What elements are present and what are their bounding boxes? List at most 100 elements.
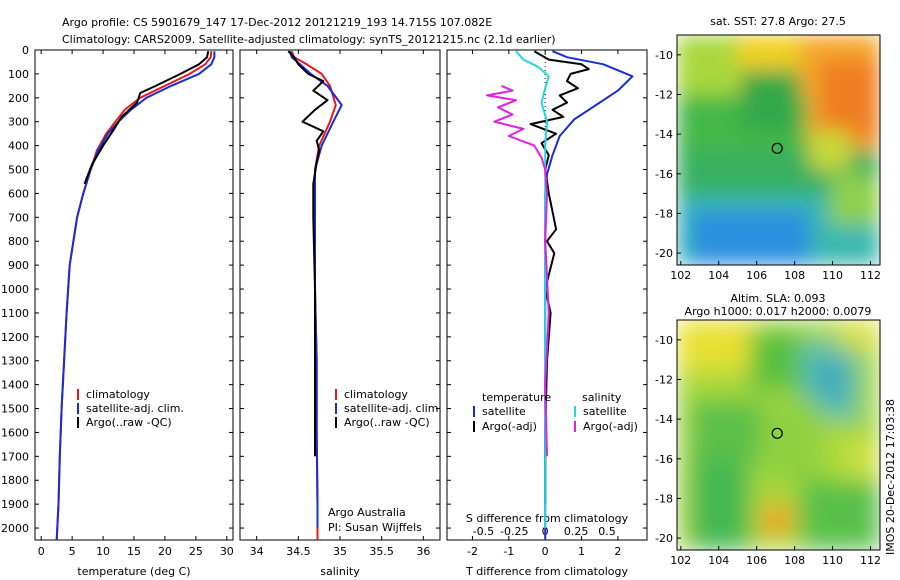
x-axis-label: salinity bbox=[320, 565, 360, 578]
y-tick-label: -14 bbox=[655, 413, 673, 426]
y-tick-label: -20 bbox=[655, 532, 673, 545]
salinity-panel: 34 34.5 35 35.5 36 salinity climatologysatelli… bbox=[239, 49, 442, 578]
x-tick-label: 35.5 bbox=[369, 545, 394, 558]
y-tick-label: 500 bbox=[8, 164, 29, 177]
y-tick-label: 800 bbox=[8, 235, 29, 248]
legend-label: Argo(-adj) bbox=[482, 420, 537, 433]
y-tick-label: 200 bbox=[8, 92, 29, 105]
x-tick-label: 108 bbox=[784, 554, 805, 567]
legend-label: Argo(-adj) bbox=[583, 420, 638, 433]
y-tick-label: 400 bbox=[8, 140, 29, 153]
y-tick-label: 1500 bbox=[1, 403, 29, 416]
x-tick-label: -2 bbox=[467, 545, 478, 558]
y-tick-label: -12 bbox=[655, 88, 673, 101]
y-tick-label: 600 bbox=[8, 187, 29, 200]
x-tick-label: 106 bbox=[746, 269, 767, 282]
legend-label: climatology bbox=[86, 388, 150, 401]
x-tick-label: 5 bbox=[69, 545, 76, 558]
x-tick-label: 20 bbox=[158, 545, 172, 558]
s-tick-label: -0.25 bbox=[500, 525, 528, 538]
x-tick-label: -1 bbox=[503, 545, 514, 558]
y-tick-label: -18 bbox=[655, 207, 673, 220]
y-tick-label: -14 bbox=[655, 128, 673, 141]
y-tick-label: 1600 bbox=[1, 426, 29, 439]
series-line bbox=[486, 84, 550, 457]
y-tick-label: 1100 bbox=[1, 307, 29, 320]
x-tick-label: 15 bbox=[127, 545, 141, 558]
s-axis-label: S difference from climatology bbox=[466, 512, 629, 525]
y-tick-label: -20 bbox=[655, 247, 673, 260]
series-line bbox=[83, 50, 210, 185]
x-tick-label: 0 bbox=[38, 545, 45, 558]
sst-map-title: sat. SST: 27.8 Argo: 27.5 bbox=[710, 15, 846, 28]
legend-label: climatology bbox=[344, 388, 408, 401]
plot-frame bbox=[34, 49, 234, 541]
y-tick-label: 1400 bbox=[1, 379, 29, 392]
y-tick-label: 1300 bbox=[1, 355, 29, 368]
y-tick-label: 900 bbox=[8, 259, 29, 272]
legend-label: satellite-adj. clim. bbox=[344, 402, 442, 415]
y-tick-label: -16 bbox=[655, 453, 673, 466]
y-tick-label: 1700 bbox=[1, 450, 29, 463]
legend-header: temperature bbox=[482, 391, 551, 404]
sla-map-frame bbox=[676, 319, 881, 551]
legend-label: satellite bbox=[482, 405, 526, 418]
x-tick-label: 35 bbox=[333, 545, 347, 558]
x-tick-label: 30 bbox=[220, 545, 234, 558]
x-tick-label: 110 bbox=[822, 554, 843, 567]
y-tick-label: 1000 bbox=[1, 283, 29, 296]
side-label: IMOS 20-Dec-2012 17:03:38 bbox=[884, 399, 897, 555]
legend-header: salinity bbox=[582, 391, 622, 404]
y-tick-label: 0 bbox=[22, 44, 29, 57]
sla-heatmap bbox=[677, 320, 880, 550]
s-tick-label: 0.25 bbox=[564, 525, 589, 538]
series-line bbox=[529, 50, 590, 505]
x-tick-label: 110 bbox=[822, 269, 843, 282]
sla-map-subtitle: Argo h1000: 0.017 h2000: 0.0079 bbox=[685, 305, 872, 318]
s-tick-label: -0.5 bbox=[473, 525, 494, 538]
legend-label: satellite-adj. clim. bbox=[86, 402, 184, 415]
y-tick-label: 100 bbox=[8, 68, 29, 81]
y-tick-label: -10 bbox=[655, 49, 673, 62]
y-tick-label: -18 bbox=[655, 492, 673, 505]
x-tick-label: 34.5 bbox=[286, 545, 311, 558]
sst-map-frame bbox=[676, 34, 881, 266]
plot-frame bbox=[446, 49, 648, 541]
x-tick-label: 10 bbox=[96, 545, 110, 558]
x-tick-label: 25 bbox=[189, 545, 203, 558]
series-line bbox=[289, 50, 343, 528]
series-line bbox=[55, 51, 216, 541]
x-tick-label: 36 bbox=[416, 545, 430, 558]
annotation: PI: Susan Wijffels bbox=[328, 521, 422, 534]
annotation: Argo Australia bbox=[328, 506, 406, 519]
y-tick-label: -12 bbox=[655, 373, 673, 386]
x-tick-label: 112 bbox=[860, 269, 881, 282]
x-tick-label: 1 bbox=[578, 545, 585, 558]
x-axis-label: T difference from climatology bbox=[465, 565, 628, 578]
legend-label: Argo(..raw -QC) bbox=[86, 416, 172, 429]
sst-heatmap bbox=[677, 35, 880, 265]
y-tick-label: 1200 bbox=[1, 331, 29, 344]
x-tick-label: 102 bbox=[670, 554, 691, 567]
header-line-1: Argo profile: CS 5901679_147 17-Dec-2012… bbox=[62, 16, 492, 29]
legend-label: Argo(..raw -QC) bbox=[344, 416, 430, 429]
y-tick-label: 700 bbox=[8, 211, 29, 224]
sst-map-axes: 102 104 106 108 110 112 -10 -12 -14 -16 -18 -20 bbox=[655, 49, 881, 282]
sla-map-axes: 102 104 106 108 110 112 -10 -12 -14 -16 -18 -20 bbox=[655, 334, 881, 567]
x-tick-label: 108 bbox=[784, 269, 805, 282]
x-axis-label: temperature (deg C) bbox=[77, 565, 190, 578]
x-tick-label: 104 bbox=[708, 269, 729, 282]
x-tick-label: 106 bbox=[746, 554, 767, 567]
temperature-panel: 0 5 10 15 20 25 30 temperature (deg C) 0 100 200 30… bbox=[1, 44, 234, 578]
series-line bbox=[544, 50, 634, 540]
y-tick-label: 300 bbox=[8, 116, 29, 129]
header-line-2: Climatology: CARS2009. Satellite-adjuste… bbox=[62, 33, 556, 46]
y-tick-label: 1800 bbox=[1, 474, 29, 487]
profile-location-marker bbox=[771, 427, 783, 439]
difference-panel: -2 -1 0 1 2 T difference from climatology -0.5… bbox=[446, 49, 648, 578]
x-tick-label: 102 bbox=[670, 269, 691, 282]
x-tick-label: 34 bbox=[250, 545, 264, 558]
series-line bbox=[290, 50, 337, 540]
y-tick-label: -16 bbox=[655, 168, 673, 181]
